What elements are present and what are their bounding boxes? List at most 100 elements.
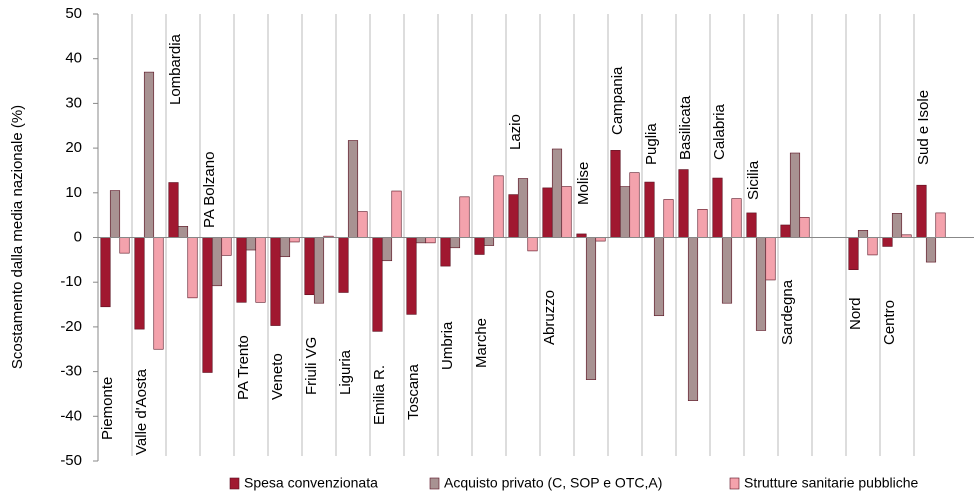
bar (848, 237, 859, 270)
x-tick-label: Piemonte (99, 377, 116, 440)
bar (731, 198, 742, 238)
y-axis-label: Scostamento dalla media nazionale (%) (9, 105, 26, 369)
bar (857, 230, 869, 238)
x-tick-label: Lombardia (167, 33, 184, 105)
bar (935, 212, 946, 238)
y-tick-label: 30 (65, 94, 82, 111)
bar (415, 237, 427, 244)
x-tick-label: Umbria (439, 321, 456, 370)
bar (100, 237, 111, 308)
bar (279, 237, 291, 258)
x-tick-label: Centro (881, 300, 898, 345)
bar (610, 150, 621, 238)
bar (653, 237, 665, 317)
x-tick-label: Molise (575, 162, 592, 205)
x-tick-label: PA Trento (235, 335, 252, 400)
x-tick-label: Friuli VG (303, 337, 320, 395)
legend-swatch (429, 477, 440, 490)
bar (882, 237, 893, 247)
bar (357, 211, 368, 238)
bar (765, 237, 776, 281)
bar (867, 237, 878, 256)
bar (313, 237, 325, 304)
bar (619, 186, 631, 238)
bar (289, 237, 300, 243)
bar (483, 237, 495, 246)
x-tick-label: Nord (847, 297, 864, 330)
y-tick-label: -40 (60, 407, 82, 424)
bar (134, 237, 145, 330)
bar (517, 178, 529, 238)
x-tick-label: Campania (609, 66, 626, 135)
bar (236, 237, 247, 303)
bar (799, 217, 810, 238)
bar (245, 237, 257, 251)
bar (372, 237, 383, 332)
x-tick-label: Abruzzo (541, 290, 558, 345)
bar (221, 237, 232, 256)
bar (508, 194, 519, 238)
x-tick-label: Sud e Isole (915, 90, 932, 165)
bar (644, 181, 655, 238)
bar (916, 184, 927, 238)
bar (542, 187, 553, 238)
bar (687, 237, 699, 401)
y-tick-label: 10 (65, 184, 82, 201)
bar (211, 237, 223, 287)
x-tick-label: Marche (473, 318, 490, 368)
bar (347, 140, 359, 238)
y-tick-label: 20 (65, 139, 82, 156)
x-tick-label: Liguria (337, 349, 354, 395)
x-tick-label: Basilicata (677, 95, 694, 160)
x-tick-label: Puglia (643, 123, 660, 165)
bar (440, 237, 451, 267)
bar (338, 237, 349, 293)
y-tick-label: 50 (65, 5, 82, 22)
bar (143, 71, 155, 238)
bar (891, 213, 903, 238)
bar (304, 237, 315, 296)
bar (449, 237, 461, 249)
y-tick-label: -20 (60, 318, 82, 335)
bar (391, 190, 402, 238)
bar (576, 233, 587, 238)
bar (168, 182, 179, 238)
bar (789, 152, 801, 238)
bar (270, 237, 281, 326)
bar (425, 237, 436, 244)
bar (474, 237, 485, 255)
bar (678, 169, 689, 238)
bar (721, 237, 733, 304)
y-tick-label: -50 (60, 452, 82, 469)
bar (755, 237, 767, 331)
y-tick-label: -10 (60, 273, 82, 290)
x-tick-label: Valle d'Aosta (133, 368, 150, 455)
bar (381, 237, 393, 262)
y-tick-label: -30 (60, 363, 82, 380)
bar (119, 237, 130, 254)
legend-label: Acquisto privato (C, SOP e OTC,A) (444, 475, 662, 491)
legend-label: Strutture sanitarie pubbliche (744, 475, 919, 491)
bar (712, 177, 723, 238)
x-tick-label: Emilia R. (371, 365, 388, 425)
bar (780, 224, 791, 238)
x-tick-label: Calabria (711, 103, 728, 160)
bar (459, 196, 470, 238)
bar (177, 226, 189, 238)
bar (585, 237, 597, 380)
bar (406, 237, 417, 315)
x-tick-label: Veneto (269, 353, 286, 400)
bar (153, 237, 164, 350)
legend-swatch (729, 477, 740, 490)
bar (109, 190, 121, 238)
bar (629, 172, 640, 238)
x-tick-label: PA Bolzano (201, 152, 218, 228)
bar (527, 237, 538, 252)
y-tick-label: 0 (74, 228, 82, 245)
x-tick-label: Toscana (405, 363, 422, 420)
bar (595, 237, 606, 242)
bar (925, 237, 937, 263)
bar (551, 148, 563, 238)
bar (187, 237, 198, 299)
